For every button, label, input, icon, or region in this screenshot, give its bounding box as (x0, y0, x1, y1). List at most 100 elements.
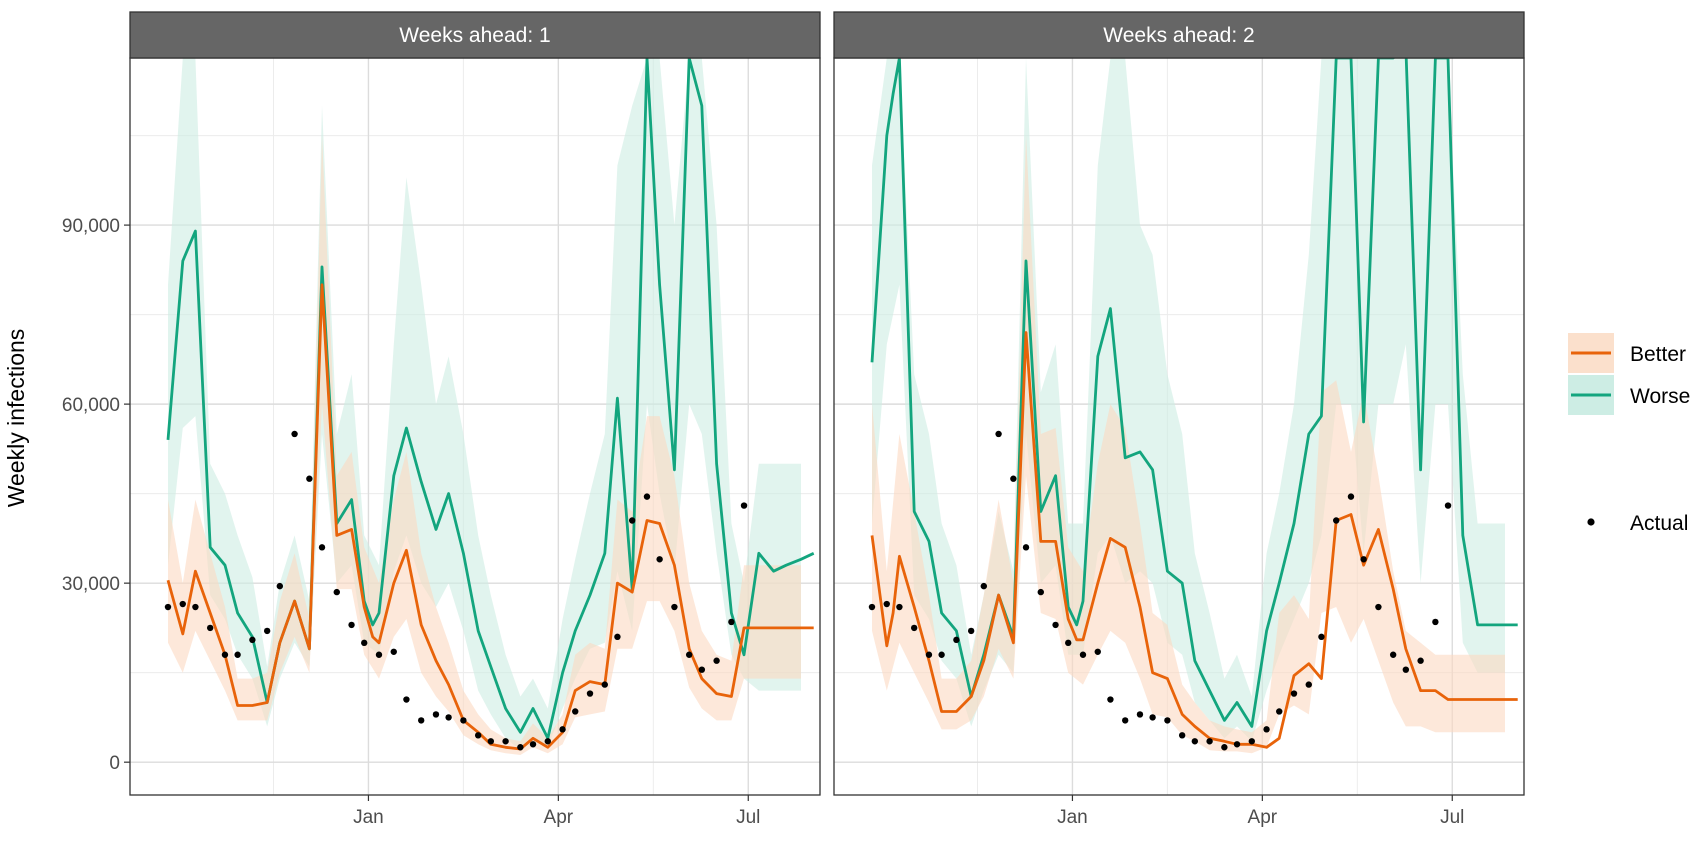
better-ribbon (872, 135, 1505, 754)
actual-point (1318, 633, 1325, 641)
strip-title: Weeks ahead: 2 (1103, 24, 1254, 47)
y-tick-label: 90,000 (62, 216, 120, 237)
actual-point (1149, 714, 1156, 721)
legend-key-point (1587, 518, 1595, 526)
actual-point (221, 651, 229, 658)
actual-point (375, 651, 383, 658)
legend-label: Actual (1630, 512, 1688, 535)
actual-point (685, 651, 693, 658)
actual-point (1079, 651, 1087, 658)
actual-point (1094, 648, 1101, 655)
actual-point (601, 681, 608, 688)
legend-label: Worse (1630, 385, 1690, 408)
actual-point (629, 517, 636, 524)
actual-point (1206, 738, 1213, 745)
actual-point (1290, 690, 1298, 697)
actual-point (263, 627, 271, 635)
actual-point (306, 475, 313, 482)
actual-point (713, 657, 720, 664)
actual-point (432, 711, 440, 718)
actual-point (1402, 666, 1410, 673)
actual-point (1037, 588, 1044, 596)
legend: Better Worse Actual (1568, 333, 1690, 535)
actual-point (980, 582, 988, 590)
actual-point (179, 600, 186, 608)
actual-point (698, 666, 706, 673)
actual-point (883, 600, 890, 608)
actual-point (995, 430, 1002, 438)
actual-point (740, 502, 748, 509)
actual-point (1233, 741, 1241, 748)
actual-point (348, 621, 355, 629)
actual-point (1360, 556, 1367, 563)
actual-point (559, 726, 566, 733)
actual-point (474, 732, 482, 739)
actual-point (445, 714, 452, 721)
actual-point (192, 603, 199, 611)
actual-point (403, 696, 410, 703)
y-tick-label: 0 (109, 753, 120, 774)
actual-point (938, 651, 945, 658)
actual-point (1276, 708, 1283, 715)
panel-1: Weeks ahead: 1 Jan Apr Jul 0 30,000 60,000 90,0… (62, 11, 821, 828)
actual-point (234, 651, 241, 658)
actual-point (1389, 651, 1397, 658)
series-line-better (166, 283, 814, 751)
actual-point (164, 603, 172, 611)
actual-point (318, 544, 326, 551)
actual-point (1248, 738, 1255, 745)
actual-point (1375, 603, 1382, 611)
strip-title: Weeks ahead: 1 (399, 24, 550, 47)
actual-point (868, 603, 876, 611)
better-ribbon (168, 135, 801, 756)
strip-background (129, 11, 821, 59)
x-tick-label: Jul (736, 807, 760, 828)
actual-point (291, 430, 298, 438)
actual-point (896, 603, 903, 611)
actual-point (1052, 621, 1059, 629)
actual-point (333, 588, 340, 596)
actual-point (1191, 738, 1199, 745)
actual-point (1022, 544, 1030, 551)
actual-point (953, 636, 960, 644)
actual-point (1164, 717, 1171, 724)
legend-item-better: Better (1568, 333, 1686, 373)
plot-area (868, 58, 1518, 754)
actual-point (1263, 726, 1270, 733)
plot-area (164, 58, 815, 756)
actual-point (1136, 711, 1144, 718)
legend-item-worse: Worse (1568, 375, 1690, 415)
actual-point (487, 738, 495, 745)
legend-item-actual: Actual (1587, 512, 1688, 535)
actual-point (671, 603, 678, 611)
actual-point (967, 627, 975, 635)
actual-point (656, 556, 663, 563)
actual-point (361, 639, 368, 647)
actual-point (643, 493, 651, 500)
actual-point (529, 741, 537, 748)
panel-2: Weeks ahead: 2 Jan Apr Jul (833, 11, 1525, 828)
actual-point (925, 651, 933, 658)
x-tick-label: Jan (353, 807, 384, 828)
actual-point (572, 708, 579, 715)
series-line-better (870, 331, 1518, 749)
actual-point (586, 690, 594, 697)
x-tick-label: Apr (544, 807, 574, 828)
y-axis-title: Weekly infections (3, 329, 29, 508)
x-tick-label: Jul (1440, 807, 1464, 828)
actual-point (1065, 639, 1072, 647)
actual-point (1305, 681, 1312, 688)
y-tick-label: 60,000 (62, 395, 120, 416)
legend-label: Better (1630, 343, 1686, 366)
actual-point (728, 618, 735, 626)
actual-point (276, 582, 284, 590)
actual-point (1010, 475, 1017, 482)
actual-point (1333, 517, 1340, 524)
actual-point (417, 717, 425, 724)
actual-point (206, 624, 214, 632)
actual-point (1107, 696, 1114, 703)
strip-background (833, 11, 1525, 59)
y-tick-label: 30,000 (62, 574, 120, 595)
actual-point (502, 738, 509, 745)
